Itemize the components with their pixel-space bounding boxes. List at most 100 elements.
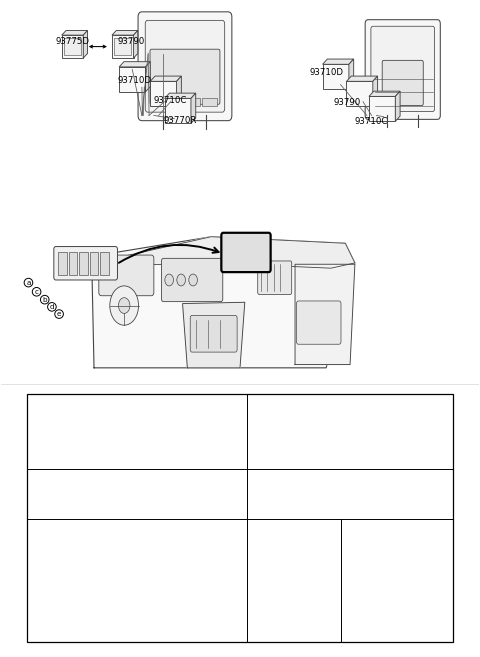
Polygon shape	[150, 81, 177, 106]
Polygon shape	[128, 532, 151, 537]
Polygon shape	[348, 564, 389, 597]
Text: 93710C: 93710C	[355, 117, 388, 126]
FancyBboxPatch shape	[190, 315, 237, 352]
Bar	[58, 252, 67, 275]
Text: 93301A: 93301A	[84, 246, 118, 256]
Polygon shape	[146, 532, 151, 575]
Text: d: d	[251, 489, 256, 499]
Text: d: d	[49, 304, 54, 310]
Polygon shape	[347, 81, 373, 106]
Polygon shape	[146, 550, 152, 563]
Text: 93710C: 93710C	[154, 96, 187, 105]
FancyBboxPatch shape	[349, 566, 387, 595]
FancyBboxPatch shape	[371, 26, 434, 112]
Polygon shape	[62, 563, 65, 593]
Polygon shape	[152, 547, 155, 563]
Polygon shape	[112, 35, 133, 58]
Text: c: c	[33, 489, 37, 499]
Polygon shape	[52, 567, 62, 593]
Polygon shape	[112, 30, 138, 35]
Polygon shape	[62, 30, 87, 35]
Polygon shape	[170, 556, 175, 599]
Text: b: b	[42, 297, 47, 303]
Polygon shape	[62, 35, 83, 58]
Polygon shape	[93, 555, 98, 599]
FancyBboxPatch shape	[161, 258, 223, 302]
Polygon shape	[150, 76, 181, 81]
Text: 93260F: 93260F	[40, 532, 72, 541]
FancyBboxPatch shape	[271, 566, 314, 595]
Text: a: a	[37, 422, 42, 432]
Text: 93605: 93605	[306, 532, 334, 541]
Polygon shape	[373, 76, 378, 106]
FancyBboxPatch shape	[382, 60, 423, 106]
Text: 93775D: 93775D	[56, 37, 90, 46]
Circle shape	[165, 274, 173, 286]
Bar	[79, 252, 88, 275]
Bar	[150, 565, 167, 595]
Polygon shape	[191, 93, 196, 124]
Text: 93790: 93790	[333, 98, 360, 107]
Bar	[152, 98, 167, 106]
Polygon shape	[438, 558, 444, 597]
Polygon shape	[410, 564, 438, 597]
Bar	[75, 572, 81, 581]
Polygon shape	[396, 91, 400, 122]
Text: e: e	[57, 311, 61, 317]
Polygon shape	[147, 561, 170, 599]
Text: 93370B: 93370B	[262, 422, 300, 432]
Polygon shape	[133, 30, 138, 58]
Polygon shape	[165, 93, 196, 99]
Polygon shape	[315, 558, 322, 597]
Bar	[75, 585, 81, 594]
Bar	[114, 38, 131, 55]
Bar	[65, 585, 71, 594]
Text: e: e	[343, 489, 348, 499]
Circle shape	[110, 286, 139, 325]
Text: 93790: 93790	[118, 37, 145, 46]
Bar	[288, 558, 297, 569]
Polygon shape	[270, 558, 322, 564]
Text: b: b	[251, 422, 256, 432]
Text: 93770R: 93770R	[163, 116, 197, 125]
Polygon shape	[369, 97, 396, 122]
Text: 93710D: 93710D	[118, 76, 152, 85]
Polygon shape	[270, 564, 315, 597]
Text: 93740: 93740	[262, 489, 293, 499]
Polygon shape	[119, 62, 150, 67]
Polygon shape	[62, 561, 93, 599]
FancyBboxPatch shape	[297, 301, 341, 344]
Polygon shape	[146, 547, 155, 550]
FancyBboxPatch shape	[145, 20, 225, 112]
Polygon shape	[323, 64, 349, 89]
Polygon shape	[348, 558, 395, 564]
Text: 93261A: 93261A	[379, 532, 412, 541]
Polygon shape	[165, 99, 191, 124]
Text: 93745D: 93745D	[111, 532, 145, 541]
Polygon shape	[389, 558, 395, 597]
Text: 93375: 93375	[49, 422, 80, 432]
Bar	[100, 252, 109, 275]
Polygon shape	[147, 556, 175, 561]
Bar	[168, 98, 183, 106]
Polygon shape	[92, 237, 355, 368]
FancyBboxPatch shape	[221, 233, 271, 272]
Polygon shape	[83, 30, 87, 58]
Polygon shape	[323, 59, 354, 64]
Polygon shape	[284, 539, 315, 573]
Bar	[64, 38, 81, 55]
FancyBboxPatch shape	[99, 255, 154, 296]
FancyBboxPatch shape	[258, 261, 292, 294]
Polygon shape	[369, 91, 400, 97]
Polygon shape	[349, 59, 354, 89]
Circle shape	[119, 298, 130, 313]
FancyBboxPatch shape	[365, 20, 440, 120]
FancyBboxPatch shape	[54, 246, 118, 280]
FancyBboxPatch shape	[138, 12, 232, 121]
Bar	[27, 394, 453, 642]
Bar	[185, 98, 200, 106]
Bar	[90, 252, 98, 275]
Text: a: a	[26, 280, 31, 286]
Text: 93710D: 93710D	[310, 68, 343, 78]
Polygon shape	[410, 558, 444, 564]
